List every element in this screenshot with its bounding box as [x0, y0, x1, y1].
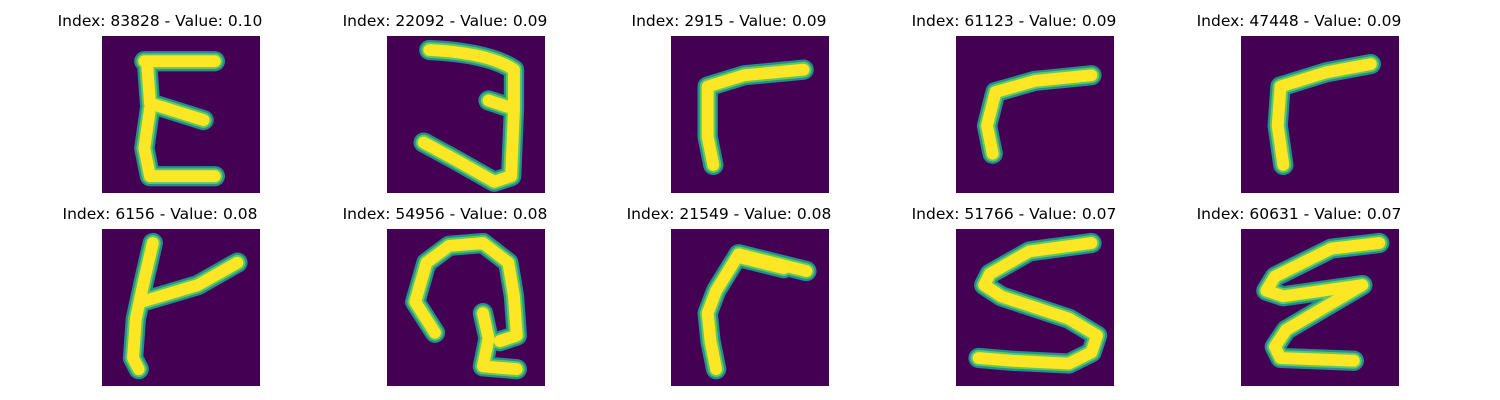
panel-title: Index: 51766 - Value: 0.07 — [911, 205, 1117, 223]
stroke-core — [1260, 237, 1386, 367]
k-shape-icon — [102, 229, 260, 386]
stroke-layer — [405, 232, 527, 380]
digit-panel: Index: 21549 - Value: 0.08 — [609, 204, 849, 386]
stroke-core — [127, 237, 244, 376]
stroke-core — [701, 63, 810, 171]
panel-title: Index: 83828 - Value: 0.10 — [57, 12, 263, 30]
stroke-layer — [134, 51, 226, 187]
panel-title: Index: 6156 - Value: 0.08 — [62, 205, 258, 223]
panel-title: Index: 2915 - Value: 0.09 — [631, 12, 827, 30]
stroke-core — [138, 55, 221, 183]
panel-title: Index: 61123 - Value: 0.09 — [911, 12, 1117, 30]
stroke-layer — [122, 232, 248, 380]
stroke-layer — [697, 59, 814, 176]
digit-panel: Index: 51766 - Value: 0.07 — [894, 204, 1134, 386]
stroke-layer — [1256, 232, 1390, 371]
digit-panel: Index: 60631 - Value: 0.07 — [1179, 204, 1419, 386]
panel-title: Index: 47448 - Value: 0.09 — [1196, 12, 1402, 30]
stroke-core — [732, 251, 790, 275]
digit-panel: Index: 47448 - Value: 0.09 — [1179, 11, 1419, 193]
corner-shape-icon — [1241, 36, 1399, 193]
five-shape-icon — [956, 229, 1114, 386]
digit-panel: Index: 22092 - Value: 0.09 — [325, 11, 565, 193]
panel-title: Index: 21549 - Value: 0.08 — [626, 205, 832, 223]
three-shape-icon — [387, 36, 545, 193]
stroke-layer — [976, 65, 1102, 164]
stroke-layer — [697, 244, 817, 380]
digit-panel: Index: 6156 - Value: 0.08 — [40, 204, 280, 386]
digit-panel: Index: 54956 - Value: 0.08 — [325, 204, 565, 386]
stroke-layer — [1267, 53, 1381, 176]
panel-title: Index: 60631 - Value: 0.07 — [1196, 205, 1402, 223]
digit-panel: Index: 61123 - Value: 0.09 — [894, 11, 1134, 193]
corner-shape-icon — [671, 229, 829, 386]
digit-panel: Index: 2915 - Value: 0.09 — [609, 11, 849, 193]
loop-shape-icon — [387, 229, 545, 386]
corner-shape-icon — [671, 36, 829, 193]
stroke-core — [972, 237, 1103, 370]
image-background — [671, 36, 829, 193]
epsilon-shape-icon — [102, 36, 260, 193]
panel-title: Index: 22092 - Value: 0.09 — [342, 12, 548, 30]
stroke-core — [409, 237, 523, 376]
stroke-core — [417, 44, 520, 188]
stroke-core — [981, 69, 1098, 160]
epsilon-shape-icon — [1241, 229, 1399, 386]
digit-panel: Index: 83828 - Value: 0.10 — [40, 11, 280, 193]
stroke-core — [1271, 58, 1377, 171]
corner-shape-icon — [956, 36, 1114, 193]
stroke-layer — [968, 232, 1108, 374]
stroke-layer — [413, 39, 525, 192]
panel-title: Index: 54956 - Value: 0.08 — [342, 205, 548, 223]
